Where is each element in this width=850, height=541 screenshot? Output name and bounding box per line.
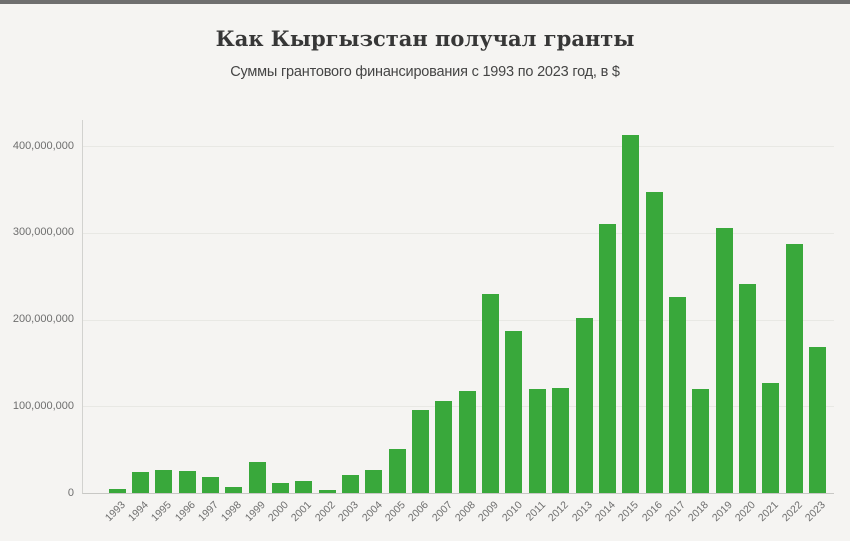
y-tick-label: 0 [67, 486, 74, 499]
bar-2018[interactable] [692, 388, 710, 493]
x-tick-label: 2023 [802, 499, 828, 525]
bar-1996[interactable] [178, 471, 196, 493]
x-tick-label: 2014 [592, 499, 618, 525]
chart-subtitle: Суммы грантового финансирования с 1993 п… [230, 64, 620, 80]
bar-2019[interactable] [715, 227, 733, 493]
x-tick-label: 1997 [195, 499, 221, 525]
bar-2009[interactable] [482, 293, 500, 493]
bar-1998[interactable] [225, 486, 243, 493]
bar-2015[interactable] [622, 134, 640, 493]
x-tick-label: 2017 [662, 499, 688, 525]
y-tick-label: 400,000,000 [12, 139, 74, 152]
x-tick-label: 2018 [686, 499, 712, 525]
bar-2000[interactable] [271, 482, 289, 493]
gridline [83, 406, 834, 408]
x-tick-label: 2001 [289, 499, 315, 525]
bar-2010[interactable] [505, 330, 523, 493]
x-tick-label: 2020 [732, 499, 758, 525]
bar-2021[interactable] [762, 382, 780, 493]
bar-2006[interactable] [412, 409, 430, 493]
x-tick-label: 2021 [756, 499, 782, 525]
x-tick-label: 2002 [312, 499, 338, 525]
bar-1994[interactable] [131, 472, 149, 493]
x-tick-label: 2022 [779, 499, 805, 525]
chart-title: Как Кыргызстан получал гранты [215, 26, 635, 51]
bar-2023[interactable] [809, 347, 826, 493]
x-tick-label: 1994 [125, 499, 151, 525]
bar-1995[interactable] [155, 469, 173, 493]
bar-2022[interactable] [785, 244, 803, 493]
bar-2005[interactable] [388, 448, 406, 493]
bar-1997[interactable] [201, 477, 219, 493]
plot-area [82, 120, 834, 494]
bar-2011[interactable] [528, 388, 546, 493]
bar-2013[interactable] [575, 317, 593, 493]
x-tick-label: 2011 [523, 499, 548, 524]
x-tick-label: 1993 [102, 499, 128, 525]
bar-2001[interactable] [295, 480, 313, 493]
bar-2017[interactable] [668, 297, 686, 493]
x-tick-label: 2015 [616, 499, 642, 525]
x-tick-label: 2003 [335, 499, 361, 525]
y-tick-label: 300,000,000 [12, 226, 74, 239]
gridline [83, 232, 834, 234]
bar-2016[interactable] [645, 192, 663, 493]
x-tick-label: 2016 [639, 499, 665, 525]
x-tick-label: 1996 [172, 499, 198, 525]
x-tick-label: 2007 [429, 499, 455, 525]
x-tick-label: 2004 [359, 499, 385, 525]
x-tick-label: 2008 [452, 499, 478, 525]
gridline [83, 146, 834, 148]
bar-2003[interactable] [342, 474, 359, 493]
x-tick-label: 2006 [406, 499, 432, 525]
top-strip [0, 0, 850, 4]
x-tick-label: 2000 [265, 499, 291, 525]
bar-2004[interactable] [365, 470, 383, 493]
bar-1993[interactable] [108, 488, 126, 493]
x-tick-label: 2012 [546, 499, 572, 525]
bar-1999[interactable] [248, 461, 266, 493]
bar-2002[interactable] [318, 489, 336, 493]
x-tick-label: 2010 [499, 499, 525, 525]
bar-2007[interactable] [435, 401, 453, 493]
gridline [83, 319, 834, 321]
x-tick-label: 2013 [569, 499, 595, 525]
bar-2014[interactable] [598, 224, 616, 493]
bar-2008[interactable] [458, 390, 476, 493]
x-tick-label: 2019 [709, 499, 735, 525]
y-tick-label: 100,000,000 [12, 399, 74, 412]
x-tick-label: 1995 [149, 499, 175, 525]
x-tick-label: 2009 [476, 499, 502, 525]
x-tick-label: 1998 [219, 499, 245, 525]
x-tick-label: 2005 [382, 499, 408, 525]
y-tick-label: 200,000,000 [12, 313, 74, 325]
bar-2012[interactable] [552, 388, 570, 493]
x-tick-label: 1999 [242, 499, 268, 525]
bar-2020[interactable] [738, 283, 756, 493]
